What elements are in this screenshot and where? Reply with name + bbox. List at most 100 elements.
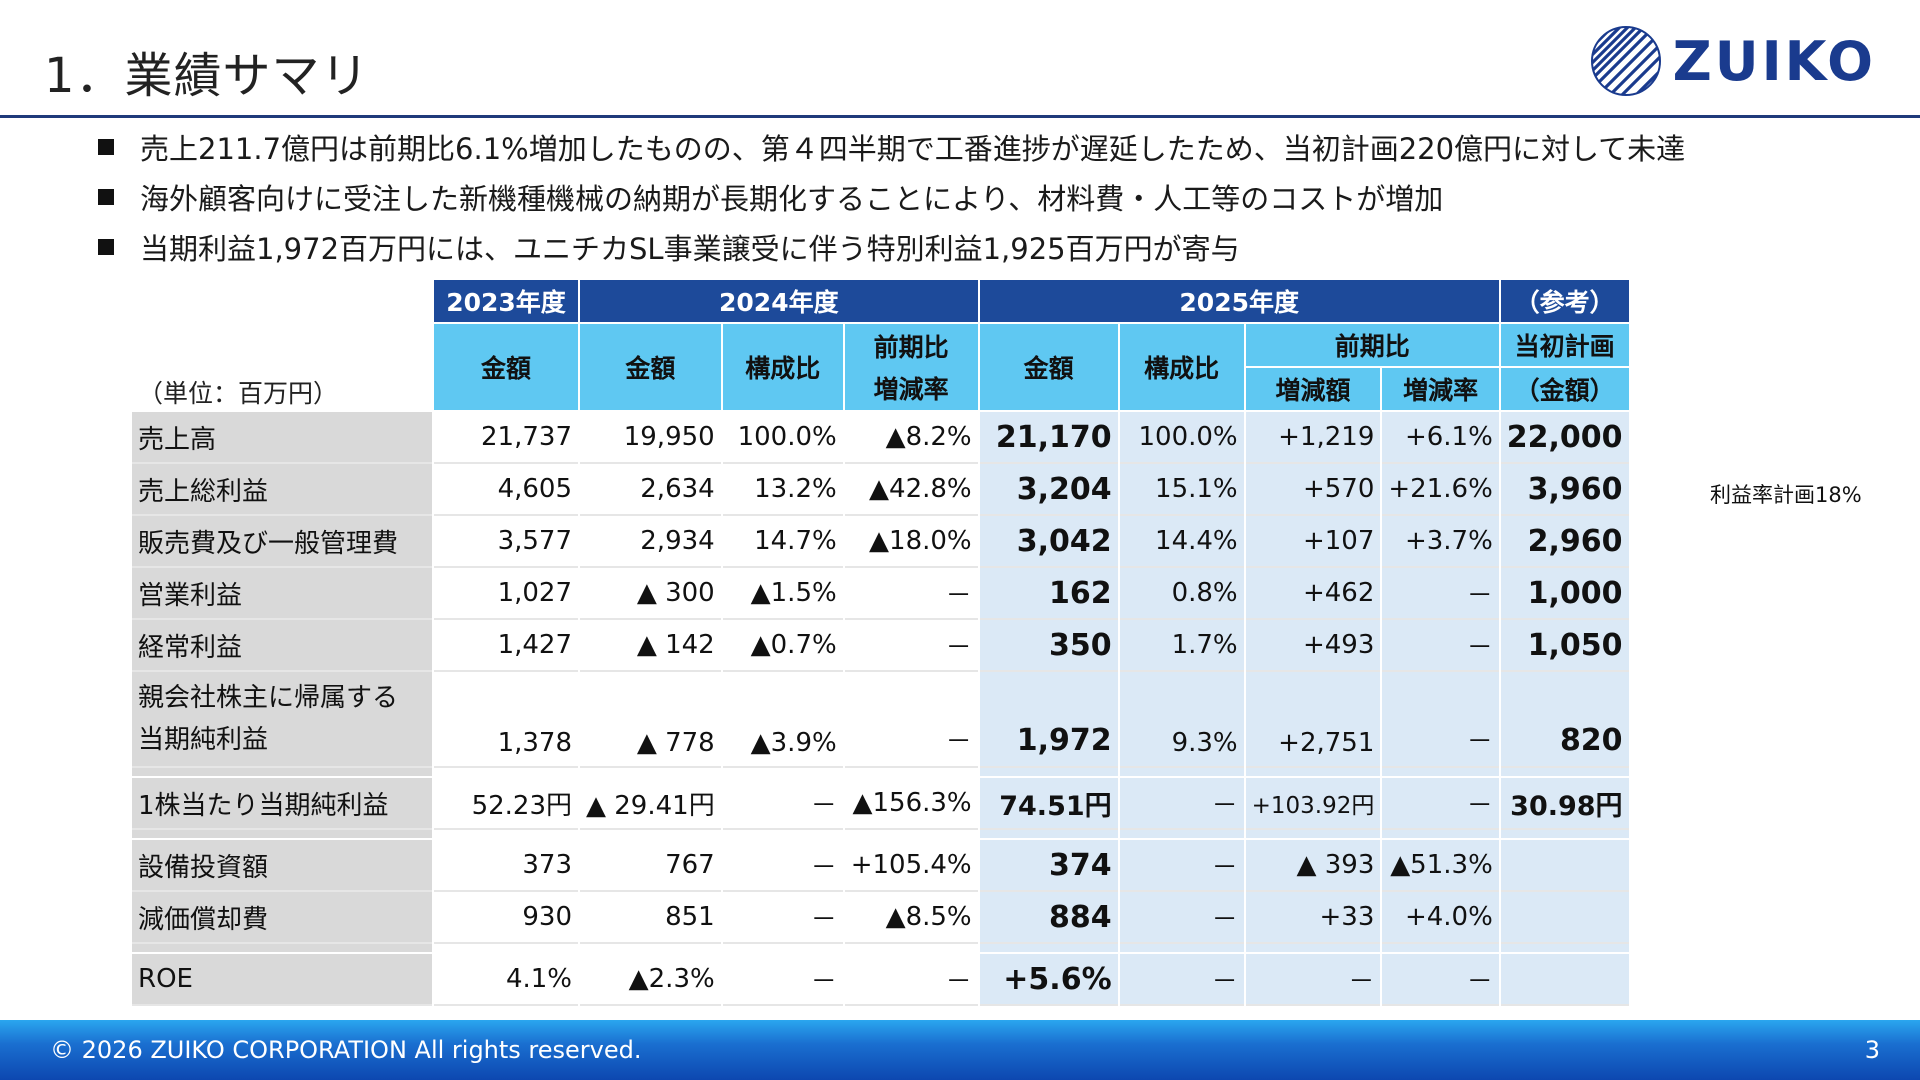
- row-label: 設備投資額: [132, 840, 432, 890]
- cell: －: [722, 778, 843, 828]
- year-header-reference: （参考）: [1500, 280, 1629, 322]
- cell: －: [722, 954, 843, 1004]
- cell: ▲ 142: [580, 620, 721, 670]
- cell: [1500, 840, 1629, 890]
- cell: －: [844, 568, 978, 618]
- square-bullet-icon: [98, 139, 114, 155]
- cell: 1,050: [1500, 620, 1629, 670]
- cell: 14.7%: [722, 516, 843, 566]
- cell: 3,042: [979, 516, 1118, 566]
- row-label: 経常利益: [132, 620, 432, 670]
- cell: 13.2%: [722, 464, 843, 514]
- cell: 100.0%: [1119, 412, 1244, 462]
- cell: ▲ 393: [1245, 840, 1381, 890]
- cell: 1,427: [434, 620, 578, 670]
- cell: 9.3%: [1119, 672, 1244, 766]
- unit-label: （単位：百万円）: [132, 280, 432, 410]
- cell: 0.8%: [1119, 568, 1244, 618]
- cell: 4,605: [434, 464, 578, 514]
- cell: －: [1382, 778, 1499, 828]
- row-label-line1: 親会社株主に帰属する: [138, 683, 399, 713]
- square-bullet-icon: [98, 239, 114, 255]
- cell: －: [722, 840, 843, 890]
- cell: 350: [979, 620, 1118, 670]
- footer-bar: © 2026 ZUIKO CORPORATION All rights rese…: [0, 1020, 1920, 1080]
- page-title: 1．業績サマリ: [44, 48, 370, 104]
- cell: 1,378: [434, 672, 578, 766]
- cell: 2,634: [580, 464, 721, 514]
- cell: +1,219: [1245, 412, 1381, 462]
- cell: 767: [580, 840, 721, 890]
- table-row: 減価償却費 930 851 － ▲8.5% 884 － +33 +4.0%: [132, 892, 1629, 942]
- table-row: 設備投資額 373 767 － +105.4% 374 － ▲ 393 ▲51.…: [132, 840, 1629, 890]
- cell: +5.6%: [979, 954, 1118, 1004]
- cell: ▲8.5%: [844, 892, 978, 942]
- cell: 100.0%: [722, 412, 843, 462]
- cell: 22,000: [1500, 412, 1629, 462]
- cell: +2,751: [1245, 672, 1381, 766]
- col-change-amount-2025: 増減額: [1245, 368, 1381, 410]
- col-plan-line1: 当初計画: [1500, 324, 1629, 366]
- cell: +21.6%: [1382, 464, 1499, 514]
- col-change-rate-2025: 増減率: [1382, 368, 1499, 410]
- cell: +105.4%: [844, 840, 978, 890]
- cell: [1500, 954, 1629, 1004]
- row-label: 1株当たり当期純利益: [132, 778, 432, 828]
- cell: 2,960: [1500, 516, 1629, 566]
- page-number: 3: [1864, 1036, 1880, 1064]
- cell: －: [1119, 954, 1244, 1004]
- cell: －: [1119, 892, 1244, 942]
- cell: 74.51円: [979, 778, 1118, 828]
- cell: 820: [1500, 672, 1629, 766]
- table-row: 1株当たり当期純利益 52.23円 ▲ 29.41円 － ▲156.3% 74.…: [132, 778, 1629, 828]
- cell: －: [1382, 672, 1499, 766]
- year-header-2023: 2023年度: [434, 280, 578, 322]
- table-row: 売上高 21,737 19,950 100.0% ▲8.2% 21,170 10…: [132, 412, 1629, 462]
- row-label: 営業利益: [132, 568, 432, 618]
- row-spacer: [132, 768, 1629, 776]
- bullet-text: 海外顧客向けに受注した新機種機械の納期が長期化することにより、材料費・人工等のコ…: [140, 182, 1444, 216]
- cell: +493: [1245, 620, 1381, 670]
- row-label: 売上総利益: [132, 464, 432, 514]
- cell: 52.23円: [434, 778, 578, 828]
- col-yoy-2025: 前期比: [1245, 324, 1499, 366]
- cell: ▲156.3%: [844, 778, 978, 828]
- cell: 2,934: [580, 516, 721, 566]
- cell: ▲1.5%: [722, 568, 843, 618]
- cell: －: [1382, 620, 1499, 670]
- cell: 1.7%: [1119, 620, 1244, 670]
- cell: －: [1382, 954, 1499, 1004]
- row-label: 減価償却費: [132, 892, 432, 942]
- row-label-line2: 当期純利益: [138, 725, 269, 755]
- cell: +3.7%: [1382, 516, 1499, 566]
- table-row: 営業利益 1,027 ▲ 300 ▲1.5% － 162 0.8% +462 －…: [132, 568, 1629, 618]
- cell: 4.1%: [434, 954, 578, 1004]
- zuiko-sphere-logo-icon: [1590, 26, 1661, 96]
- cell: －: [722, 892, 843, 942]
- cell: [1500, 892, 1629, 942]
- cell: 21,170: [979, 412, 1118, 462]
- cell: 851: [580, 892, 721, 942]
- cell: 162: [979, 568, 1118, 618]
- row-label: 売上高: [132, 412, 432, 462]
- cell: －: [1245, 954, 1381, 1004]
- title-divider: [0, 115, 1920, 118]
- cell: ▲ 778: [580, 672, 721, 766]
- cell: 14.4%: [1119, 516, 1244, 566]
- year-header-2025: 2025年度: [979, 280, 1499, 322]
- bullet-text: 当期利益1,972百万円には、ユニチカSL事業譲受に伴う特別利益1,925百万円…: [140, 232, 1240, 266]
- cell: 884: [979, 892, 1118, 942]
- cell: +103.92円: [1245, 778, 1381, 828]
- copyright-text: © 2026 ZUIKO CORPORATION All rights rese…: [50, 1036, 642, 1064]
- margin-plan-note: 利益率計画18%: [1710, 483, 1862, 507]
- cell: 374: [979, 840, 1118, 890]
- cell: 15.1%: [1119, 464, 1244, 514]
- col-ratio-2025: 構成比: [1119, 324, 1244, 410]
- cell: 19,950: [580, 412, 721, 462]
- cell: ▲18.0%: [844, 516, 978, 566]
- cell: +570: [1245, 464, 1381, 514]
- table-row: 親会社株主に帰属する 当期純利益 1,378 ▲ 778 ▲3.9% － 1,97…: [132, 672, 1629, 766]
- cell: ▲ 300: [580, 568, 721, 618]
- table-row: 経常利益 1,427 ▲ 142 ▲0.7% － 350 1.7% +493 －…: [132, 620, 1629, 670]
- bullet-item: 海外顧客向けに受注した新機種機械の納期が長期化することにより、材料費・人工等のコ…: [98, 172, 1685, 222]
